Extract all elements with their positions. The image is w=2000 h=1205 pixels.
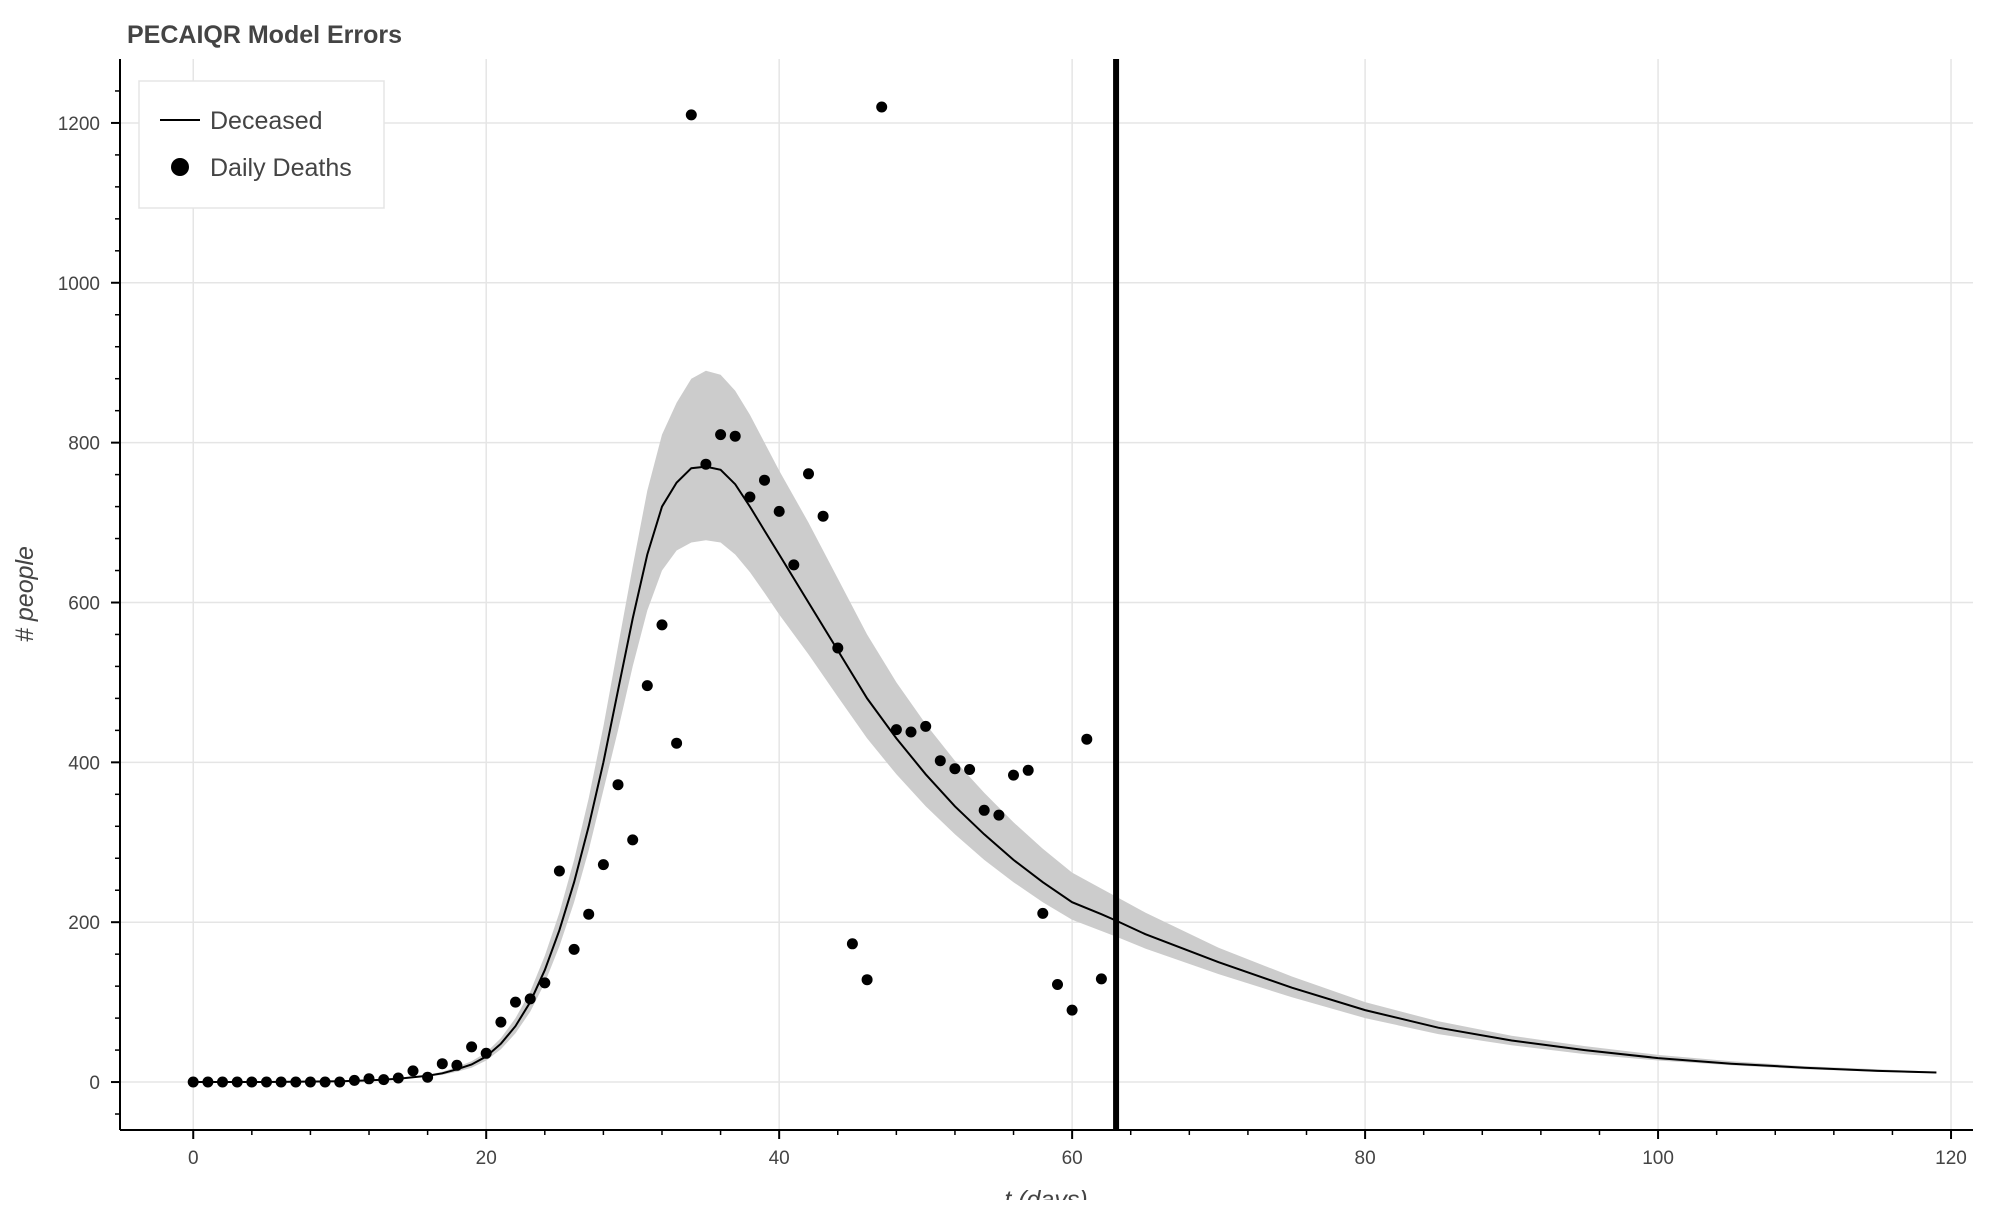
daily-death-point: [202, 1076, 214, 1088]
daily-death-point: [187, 1076, 199, 1088]
daily-death-point: [1052, 979, 1063, 990]
daily-death-point: [480, 1047, 492, 1059]
y-tick-label: 1200: [58, 114, 100, 135]
uncertainty-band: [193, 370, 1937, 1082]
daily-death-point: [685, 109, 697, 121]
chart-title: PECAIQR Model Errors: [127, 21, 402, 49]
y-tick-label: 400: [68, 753, 100, 774]
daily-death-point: [700, 458, 712, 470]
x-tick-label: 60: [1062, 1148, 1083, 1169]
daily-death-point: [846, 938, 858, 950]
y-axis-label: # people: [11, 546, 39, 642]
y-tick-label: 200: [68, 913, 100, 934]
legend-circle-swatch: [171, 158, 189, 176]
daily-death-point: [993, 809, 1005, 821]
daily-death-point: [466, 1041, 478, 1053]
daily-death-point: [553, 865, 565, 877]
axes: [119, 59, 1973, 1131]
daily-death-point: [1066, 1004, 1078, 1016]
daily-death-point: [304, 1076, 316, 1088]
x-tick-label: 40: [769, 1148, 790, 1169]
daily-death-point: [905, 726, 917, 738]
daily-death-point: [1037, 907, 1049, 919]
daily-deaths-points: [187, 101, 1107, 1088]
y-tick-label: 0: [89, 1073, 100, 1094]
daily-death-point: [656, 619, 668, 631]
daily-death-point: [788, 559, 800, 571]
daily-death-point: [773, 505, 785, 517]
daily-death-point: [334, 1076, 346, 1088]
daily-death-point: [890, 724, 902, 736]
daily-death-point: [934, 755, 946, 767]
daily-death-point: [436, 1058, 448, 1070]
daily-death-point: [407, 1065, 419, 1077]
daily-death-point: [568, 943, 580, 955]
daily-death-point: [964, 764, 976, 775]
legend: Deceased Daily Deaths: [138, 80, 385, 209]
grid-lines: [120, 59, 1973, 1130]
x-tick-label: 120: [1935, 1148, 1967, 1169]
daily-death-point: [1022, 764, 1034, 776]
daily-death-point: [1095, 973, 1107, 985]
daily-death-point: [817, 510, 829, 522]
y-tick-label: 800: [68, 434, 100, 455]
legend-label-deceased: Deceased: [210, 107, 323, 135]
daily-death-point: [759, 474, 770, 486]
daily-death-point: [217, 1076, 228, 1088]
daily-death-point: [583, 908, 595, 920]
daily-death-point: [246, 1076, 258, 1088]
daily-death-point: [275, 1076, 287, 1088]
daily-death-point: [231, 1076, 243, 1088]
daily-death-point: [392, 1072, 404, 1084]
x-tick-label: 20: [476, 1148, 497, 1169]
daily-death-point: [539, 977, 551, 989]
daily-death-point: [319, 1076, 331, 1088]
daily-death-point: [348, 1074, 360, 1086]
y-tick-label: 600: [68, 593, 100, 614]
daily-death-point: [876, 101, 888, 113]
daily-death-point: [524, 993, 536, 1005]
daily-death-point: [978, 804, 990, 816]
daily-death-point: [627, 834, 639, 846]
daily-death-point: [832, 642, 844, 654]
x-tick-label: 100: [1642, 1148, 1674, 1169]
deceased-line: [193, 465, 1937, 1083]
daily-death-point: [641, 680, 653, 692]
daily-death-point: [422, 1071, 434, 1083]
x-tick-label: 80: [1355, 1148, 1376, 1169]
legend-box: [138, 80, 385, 209]
daily-death-point: [378, 1074, 390, 1086]
daily-death-point: [612, 779, 624, 791]
daily-death-point: [1008, 769, 1019, 781]
daily-death-point: [671, 737, 683, 749]
daily-death-point: [495, 1016, 507, 1028]
daily-death-point: [261, 1076, 272, 1088]
y-tick-label: 1000: [58, 274, 100, 295]
daily-death-point: [744, 491, 756, 503]
x-axis-label: t (days): [1004, 1186, 1087, 1200]
daily-death-point: [803, 468, 814, 480]
daily-death-point: [729, 430, 741, 442]
daily-death-point: [1081, 733, 1093, 745]
x-tick-label: 0: [188, 1148, 199, 1169]
daily-death-point: [290, 1076, 302, 1088]
daily-death-point: [715, 429, 727, 441]
daily-death-point: [949, 763, 961, 775]
daily-death-point: [597, 859, 609, 871]
daily-death-point: [363, 1073, 375, 1085]
daily-death-point: [920, 720, 932, 732]
legend-label-daily-deaths: Daily Deaths: [210, 154, 352, 182]
daily-death-point: [451, 1059, 463, 1071]
daily-death-point: [861, 974, 873, 986]
daily-death-point: [510, 996, 521, 1008]
